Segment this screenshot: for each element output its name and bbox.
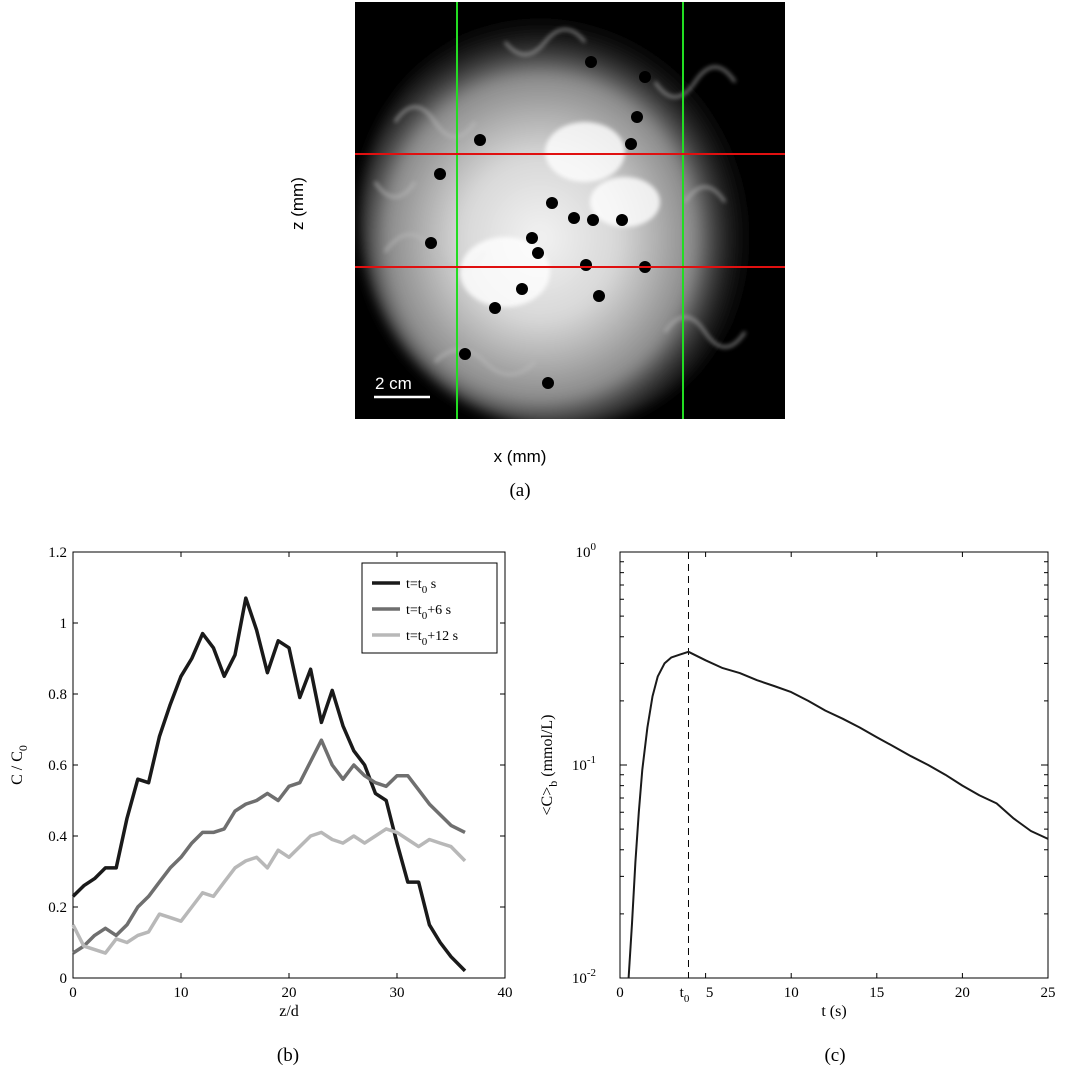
x-tick-label: 20: [282, 985, 297, 1001]
x-tick-label: 10: [174, 985, 189, 1001]
panel-a-ylabel: z (mm): [288, 177, 307, 230]
chart-c: 0 5 10 15 20 25 10-2 10-1 100 t0 t (s) <C>b (mmol/L…: [539, 541, 1056, 1020]
x-tick-label: 0: [616, 985, 624, 1001]
plume-cloud: [360, 7, 760, 419]
y-tick-label: 10-1: [572, 754, 596, 774]
plume-image: 2 cm: [355, 2, 785, 419]
y-tick-label: 0.8: [48, 687, 67, 703]
plume-image-graphic: [355, 2, 785, 419]
plot-frame: [619, 551, 1049, 979]
plume-swirls: [373, 28, 747, 376]
x-tick-label: 15: [869, 985, 884, 1001]
scale-bar-label: 2 cm: [375, 374, 412, 393]
marker-label: t0: [680, 985, 690, 1005]
legend-label: t=t0+12 s: [406, 629, 458, 648]
y-axis-label: C / C0: [9, 745, 30, 785]
series-line-2: [72, 738, 466, 955]
y-tick-label: 0.6: [48, 758, 67, 774]
y-axis-label: <C>b (mmol/L): [539, 715, 560, 816]
y-tick-label: 0.4: [48, 829, 67, 845]
x-axis-label: z/d: [279, 1003, 299, 1020]
x-tick-label: 5: [706, 985, 714, 1001]
panel-c-caption: (c): [824, 1045, 846, 1066]
y-tick-label: 0: [60, 971, 68, 987]
series-line-1: [627, 650, 1049, 979]
legend-label: t=t0+6 s: [406, 603, 451, 622]
panel-b-caption: (b): [276, 1045, 300, 1066]
x-tick-label: 0: [69, 985, 77, 1001]
panel-a-caption: (a): [509, 480, 531, 501]
x-tick-label: 25: [1041, 985, 1056, 1001]
panel-a-xlabel: x (mm): [493, 447, 547, 466]
x-tick-label: 10: [784, 985, 799, 1001]
y-tick-label: 0.2: [48, 900, 67, 916]
x-tick-label: 30: [390, 985, 405, 1001]
series-line-3: [71, 827, 467, 955]
y-tick-label: 100: [576, 541, 597, 561]
y-tick-label: 10-2: [572, 967, 596, 987]
y-tick-label: 1.2: [48, 545, 67, 561]
series-line-1: [71, 596, 467, 973]
x-axis-label: t (s): [821, 1003, 846, 1020]
x-tick-label: 40: [498, 985, 513, 1001]
x-tick-label: 20: [955, 985, 970, 1001]
y-tick-label: 1: [60, 616, 68, 632]
chart-b: 0 10 20 30 40 0 0.2 0.4 0.6 0.8 1 1.2 z/d C / C0 t=t0 …: [9, 545, 513, 1020]
legend-label: t=t0 s: [406, 577, 436, 596]
particle-markers: [425, 56, 651, 389]
